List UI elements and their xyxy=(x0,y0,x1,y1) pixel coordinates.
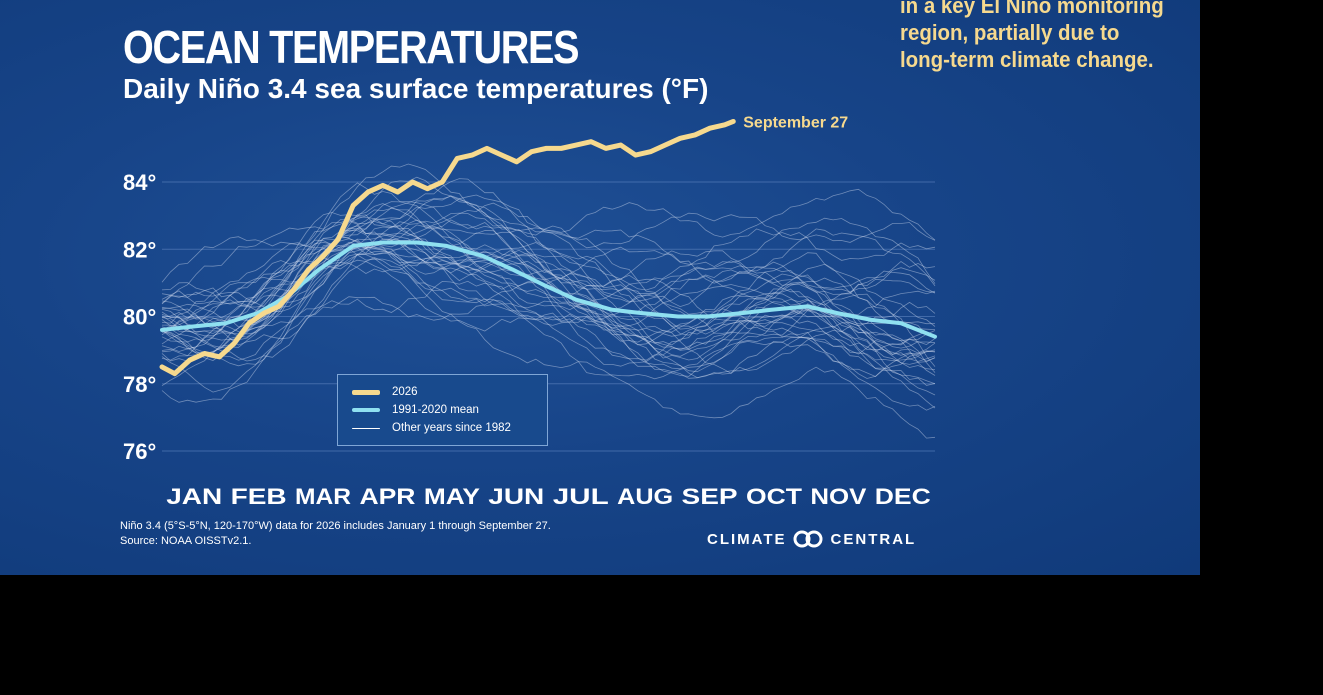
legend-swatch-other-years xyxy=(352,427,380,429)
other-year-line xyxy=(161,182,936,338)
other-year-line xyxy=(161,176,936,304)
logo-text-left: CLIMATE xyxy=(707,530,787,548)
other-year-line xyxy=(161,235,936,362)
x-tick-label: NOV xyxy=(810,484,866,509)
x-tick-label: FEB xyxy=(231,484,287,509)
other-year-line xyxy=(161,212,936,342)
chart-subtitle: Daily Niño 3.4 sea surface temperatures … xyxy=(123,73,709,104)
x-tick-label: MAR xyxy=(295,484,351,509)
x-tick-label: DEC xyxy=(875,484,931,509)
y-tick-label: 76° xyxy=(123,439,156,464)
other-year-line xyxy=(161,194,936,317)
logo-rings-icon xyxy=(793,530,823,548)
footnote-source: Source: NOAA OISSTv2.1. xyxy=(120,535,252,547)
legend-item-other-years: Other years since 1982 xyxy=(352,420,511,436)
other-year-line xyxy=(161,216,936,362)
x-tick-label: JUL xyxy=(553,484,609,509)
legend-label-2026: 2026 xyxy=(392,386,418,398)
other-year-line xyxy=(161,244,936,361)
legend-swatch-mean xyxy=(352,408,380,412)
legend-swatch-2026 xyxy=(352,389,380,395)
other-year-line xyxy=(161,251,936,386)
legend-label-mean: 1991-2020 mean xyxy=(392,404,479,416)
footnote-data-note: Niño 3.4 (5°S-5°N, 120-170°W) data for 2… xyxy=(120,520,551,532)
caption-text: in a key El Niño monitoring region, part… xyxy=(900,0,1164,72)
x-tick-label: JUN xyxy=(488,484,544,509)
end-annotation-label: September 27 xyxy=(743,114,848,131)
y-tick-label: 80° xyxy=(123,305,156,330)
legend-item-mean: 1991-2020 mean xyxy=(352,402,479,418)
x-tick-label: OCT xyxy=(746,484,803,509)
y-tick-label: 82° xyxy=(123,237,156,262)
other-year-line xyxy=(161,257,936,439)
other-year-line xyxy=(161,243,936,396)
other-year-line xyxy=(161,259,936,393)
other-year-line xyxy=(161,195,936,333)
other-year-line xyxy=(161,218,936,335)
other-year-line xyxy=(161,280,936,387)
logo-text-right: CENTRAL xyxy=(830,530,917,548)
climate-central-logo: CLIMATE CENTRAL xyxy=(707,530,916,548)
footnote: Niño 3.4 (5°S-5°N, 120-170°W) data for 2… xyxy=(120,519,551,549)
x-tick-label: MAY xyxy=(424,484,480,509)
other-year-line xyxy=(161,219,936,376)
other-year-line xyxy=(161,237,936,374)
other-year-line xyxy=(161,202,936,353)
x-tick-label: AUG xyxy=(617,484,673,509)
other-year-line xyxy=(161,212,936,345)
x-tick-label: APR xyxy=(359,484,415,509)
x-tick-label: SEP xyxy=(682,484,738,509)
other-year-line xyxy=(161,238,936,357)
other-year-line xyxy=(161,195,936,311)
legend-label-other-years: Other years since 1982 xyxy=(392,422,511,434)
page-title: OCEAN TEMPERATURES xyxy=(123,21,579,73)
other-year-line xyxy=(161,220,936,334)
other-year-line xyxy=(161,178,936,330)
other-year-line xyxy=(161,247,936,379)
legend-item-2026: 2026 xyxy=(352,384,418,400)
x-tick-label: JAN xyxy=(166,484,222,509)
other-year-line xyxy=(161,163,936,308)
other-year-line xyxy=(161,225,936,356)
other-year-line xyxy=(161,201,936,324)
line-chart: 76° 78° 80° 82° 84° JAN FEB MAR APR MAY JUN JUL AUG… xyxy=(123,114,937,509)
other-year-line xyxy=(161,296,936,403)
series-2026-line xyxy=(159,118,736,377)
other-year-line xyxy=(161,224,936,329)
chart-legend: 2026 1991-2020 mean Other years since 19… xyxy=(337,374,548,446)
infographic-panel: OCEAN TEMPERATURES Daily Niño 3.4 sea su… xyxy=(0,0,1200,575)
y-tick-label: 84° xyxy=(123,170,156,195)
y-tick-label: 78° xyxy=(123,372,156,397)
